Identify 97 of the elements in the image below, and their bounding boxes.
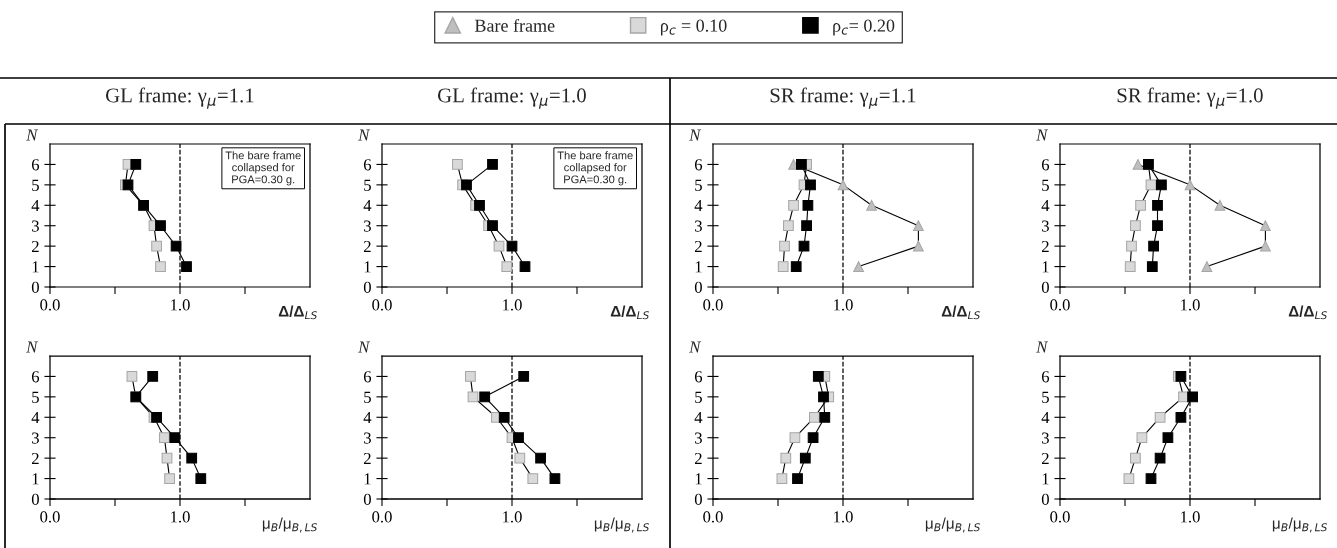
- chart-title: GL frame: γ$_{μ}$=1.0: [437, 87, 586, 109]
- x-tick-label: 0.0: [703, 299, 723, 311]
- y-tick-label: 5: [1042, 391, 1049, 403]
- chart-title: SR frame: γ$_{μ}$=1.1: [770, 87, 916, 109]
- x-tick-label: 0.0: [1050, 511, 1070, 523]
- y-tick-label: 3: [32, 432, 39, 444]
- y-tick-label: 6: [31, 371, 40, 383]
- y-tick-label: 4: [363, 200, 372, 212]
- x-tick-label: 1.0: [834, 299, 853, 311]
- x-tick-label: 0.0: [1050, 299, 1070, 311]
- y-tick-label: 6: [694, 159, 703, 171]
- y-tick-label: 1: [695, 473, 702, 485]
- y-tick-label: 5: [364, 391, 371, 403]
- y-tick-label: 3: [695, 220, 702, 232]
- y-tick-label: 0: [31, 493, 39, 505]
- chart-title: SR frame: γ$_{μ}$=1.0: [1117, 87, 1263, 109]
- y-tick-label: 3: [695, 432, 702, 444]
- x-tick-label: 1.0: [1181, 511, 1200, 523]
- x-tick-label: 1.0: [171, 299, 190, 311]
- chart-title: GL frame: γ$_{μ}$=1.1: [105, 87, 254, 109]
- y-tick-label: 2: [1041, 452, 1049, 464]
- y-tick-label: 3: [1042, 432, 1049, 444]
- y-tick-label: 2: [694, 452, 702, 464]
- x-tick-label: 1.0: [1181, 299, 1200, 311]
- x-tick-label: 1.0: [503, 299, 522, 311]
- y-tick-label: 1: [32, 473, 39, 485]
- y-axis-title: N: [689, 341, 702, 353]
- y-tick-label: 6: [1041, 159, 1050, 171]
- x-axis-title: μ$_{B}$/μ$_{B,LS}$: [594, 517, 650, 533]
- y-axis-title: N: [26, 341, 39, 353]
- y-tick-label: 0: [694, 281, 702, 293]
- y-axis-title: N: [1036, 341, 1049, 353]
- y-tick-label: 0: [694, 493, 702, 505]
- y-tick-label: 4: [363, 412, 372, 424]
- y-tick-label: 1: [695, 261, 702, 273]
- y-tick-label: 2: [31, 240, 39, 252]
- y-tick-label: 5: [32, 179, 39, 191]
- legend-label: Bare frame: [474, 18, 555, 32]
- legend-label: ρ$_{c}$= 0.20: [833, 19, 895, 36]
- y-tick-label: 3: [1042, 220, 1049, 232]
- y-axis-title: N: [1036, 129, 1049, 141]
- y-tick-label: 5: [1042, 179, 1049, 191]
- x-tick-label: 0.0: [372, 299, 392, 311]
- y-tick-label: 6: [363, 159, 372, 171]
- y-tick-label: 5: [364, 179, 371, 191]
- y-tick-label: 6: [363, 371, 372, 383]
- y-tick-label: 0: [363, 281, 371, 293]
- y-tick-label: 2: [694, 240, 702, 252]
- x-axis-title: μ$_{B}$/μ$_{B,LS}$: [262, 517, 318, 533]
- y-tick-label: 5: [695, 391, 702, 403]
- y-axis-title: N: [358, 341, 371, 353]
- y-axis-title: N: [26, 129, 39, 141]
- y-tick-label: 4: [1041, 412, 1050, 424]
- y-tick-label: 5: [32, 391, 39, 403]
- y-tick-label: 0: [1041, 281, 1049, 293]
- y-tick-label: 6: [31, 159, 40, 171]
- y-tick-label: 1: [1042, 261, 1049, 273]
- legend-label: ρ$_{c}$ = 0.10: [660, 19, 727, 36]
- annotation: The bare frame collapsed for PGA=0.30 g.: [225, 151, 301, 186]
- y-axis-title: N: [358, 129, 371, 141]
- annotation: The bare frame collapsed for PGA=0.30 g.: [557, 151, 633, 186]
- x-axis-title: Δ/Δ$_{LS}$: [278, 305, 317, 320]
- y-tick-label: 4: [1041, 200, 1050, 212]
- y-tick-label: 2: [31, 452, 39, 464]
- y-tick-label: 5: [695, 179, 702, 191]
- y-tick-label: 3: [364, 432, 371, 444]
- x-tick-label: 0.0: [40, 299, 60, 311]
- x-axis-title: Δ/Δ$_{LS}$: [610, 305, 649, 320]
- y-tick-label: 6: [694, 371, 703, 383]
- y-tick-label: 0: [1041, 493, 1049, 505]
- y-tick-label: 1: [32, 261, 39, 273]
- y-tick-label: 6: [1041, 371, 1050, 383]
- x-axis-title: μ$_{B}$/μ$_{B,LS}$: [1272, 517, 1328, 533]
- y-tick-label: 1: [1042, 473, 1049, 485]
- y-axis-title: N: [689, 129, 702, 141]
- y-tick-label: 1: [364, 261, 371, 273]
- x-tick-label: 0.0: [703, 511, 723, 523]
- y-tick-label: 2: [363, 452, 371, 464]
- x-tick-label: 0.0: [372, 511, 392, 523]
- y-tick-label: 4: [31, 200, 40, 212]
- y-tick-label: 2: [1041, 240, 1049, 252]
- x-tick-label: 0.0: [40, 511, 60, 523]
- x-axis-title: Δ/Δ$_{LS}$: [1288, 305, 1327, 320]
- x-tick-label: 1.0: [834, 511, 853, 523]
- y-tick-label: 0: [31, 281, 39, 293]
- y-tick-label: 0: [363, 493, 371, 505]
- y-tick-label: 1: [364, 473, 371, 485]
- y-tick-label: 2: [363, 240, 371, 252]
- x-tick-label: 1.0: [503, 511, 522, 523]
- y-tick-label: 4: [694, 200, 703, 212]
- y-tick-label: 3: [364, 220, 371, 232]
- x-axis-title: μ$_{B}$/μ$_{B,LS}$: [925, 517, 981, 533]
- y-tick-label: 4: [31, 412, 40, 424]
- x-axis-title: Δ/Δ$_{LS}$: [941, 305, 980, 320]
- y-tick-label: 4: [694, 412, 703, 424]
- x-tick-label: 1.0: [171, 511, 190, 523]
- y-tick-label: 3: [32, 220, 39, 232]
